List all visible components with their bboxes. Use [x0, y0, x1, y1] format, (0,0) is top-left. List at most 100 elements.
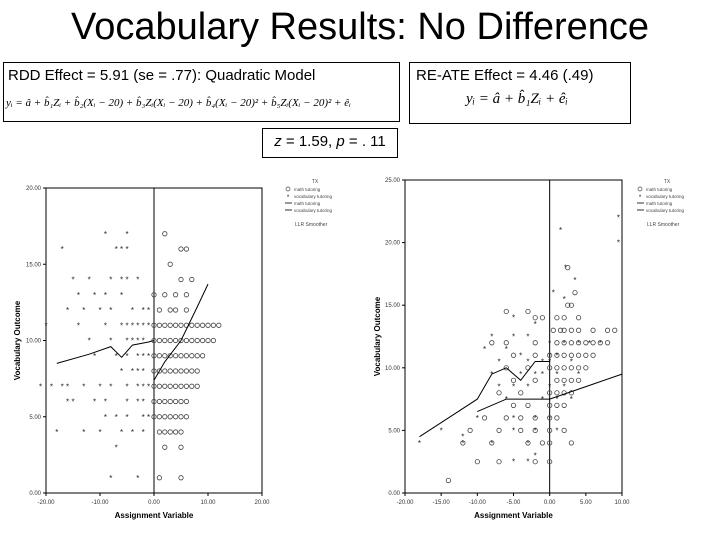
- left-vocab-point: *: [120, 321, 123, 330]
- right-y-tick-label: 20.00: [385, 241, 401, 247]
- left-x-axis-title: Assignment Variable: [115, 511, 194, 520]
- left-math-point: [173, 353, 179, 359]
- re-ate-effect-box: RE-ATE Effect = 4.46 (.49) yᵢ = â + b̂₁Z…: [409, 62, 631, 124]
- left-vocab-point: *: [125, 276, 128, 285]
- left-vocab-point: *: [104, 291, 107, 300]
- right-math-point: [510, 402, 517, 408]
- right-math-point: [576, 315, 582, 321]
- left-vocab-point: *: [44, 321, 47, 330]
- left-math-point: [167, 429, 173, 435]
- left-math-point: [194, 337, 200, 344]
- right-math-point: [532, 427, 538, 433]
- left-vocab-point: *: [82, 428, 85, 437]
- right-math-point: [568, 440, 574, 446]
- right-vocab-point: *: [490, 439, 493, 448]
- left-math-point: [194, 368, 200, 374]
- left-vocab-point: *: [66, 398, 69, 407]
- left-vocab-point: *: [77, 321, 80, 330]
- right-math-point: [561, 427, 567, 433]
- rdd-effect-label: RDD Effect = 5.91 (se = .77): Quadratic …: [8, 67, 316, 84]
- left-vocab-point: *: [125, 352, 128, 361]
- left-vocab-point: *: [104, 321, 107, 330]
- left-math-point: [189, 368, 195, 374]
- right-y-tick-label: 5.00: [388, 428, 400, 434]
- left-math-point: [162, 414, 168, 420]
- right-math-point: [489, 340, 495, 346]
- z-symbol: z: [274, 133, 282, 150]
- left-math-point: [178, 444, 184, 450]
- left-legend-circle-marker: [285, 186, 291, 192]
- rdd-scatter-chart: -20.00 -10.00 0.00 10.00 20.00 0.00 5.00 10.00 1…: [13, 179, 333, 520]
- left-math-point: [156, 475, 162, 481]
- left-math-point: [205, 337, 211, 344]
- left-math-point: [178, 383, 184, 389]
- right-math-point: [568, 365, 574, 371]
- right-math-point: [525, 308, 531, 315]
- right-legend-footer: LLR Smoother: [647, 222, 680, 228]
- right-x-tick-label: -5.00: [507, 500, 521, 506]
- right-vocab-point: *: [563, 295, 566, 304]
- right-vocab-point: *: [534, 451, 537, 460]
- right-math-point: [561, 352, 567, 358]
- left-vocab-point: *: [136, 474, 139, 483]
- left-vocab-point: *: [142, 337, 145, 346]
- left-vocab-point: *: [125, 413, 128, 422]
- left-math-point: [178, 414, 184, 420]
- left-vocab-point: *: [71, 276, 74, 285]
- right-math-point: [532, 352, 538, 358]
- left-math-point: [173, 429, 179, 435]
- right-x-tick-label: -20.00: [396, 500, 414, 506]
- left-math-point: [194, 322, 200, 328]
- left-vocab-point: *: [142, 352, 145, 361]
- right-math-point: [503, 308, 509, 315]
- left-math-point: [183, 292, 189, 298]
- right-math-point: [583, 340, 589, 346]
- right-vocab-point: *: [577, 370, 580, 379]
- left-math-point: [178, 276, 184, 283]
- left-vocab-point: *: [98, 428, 101, 437]
- left-vocab-point: *: [147, 321, 150, 330]
- left-math-point: [178, 353, 184, 359]
- left-vocab-point: *: [88, 337, 91, 346]
- left-vocab-point: *: [115, 352, 118, 361]
- right-legend-entry: math tutoring: [646, 201, 673, 206]
- left-vocab-point: *: [88, 276, 91, 285]
- left-vocab-point: *: [61, 382, 64, 391]
- left-y-tick-label: 20.00: [26, 186, 42, 192]
- right-math-point: [496, 390, 502, 396]
- left-vocab-point: *: [61, 245, 64, 254]
- left-vocab-point: *: [136, 276, 139, 285]
- left-math-point: [156, 337, 162, 344]
- left-math-point: [167, 307, 173, 313]
- right-math-point: [532, 315, 538, 321]
- right-vocab-point: *: [512, 333, 515, 342]
- left-math-point: [167, 383, 173, 389]
- left-y-tick-label: 0.00: [29, 491, 41, 497]
- left-vocab-point: *: [115, 413, 118, 422]
- left-math-point: [183, 337, 189, 344]
- right-vocab-point: *: [526, 358, 529, 367]
- right-vocab-point: *: [440, 426, 443, 435]
- z-value: = 1.59,: [281, 133, 337, 150]
- right-vocab-point: *: [555, 351, 558, 360]
- right-vocab-point: *: [526, 383, 529, 392]
- left-math-point: [167, 368, 173, 374]
- right-math-point: [554, 352, 560, 358]
- right-legend-star-marker: *: [639, 195, 642, 201]
- left-legend-footer: LLR Smoother: [295, 222, 328, 228]
- left-vocab-point: *: [142, 413, 145, 422]
- left-legend-header: TX: [312, 179, 319, 185]
- right-x-axis-title: Assignment Variable: [474, 511, 553, 520]
- right-vocab-point: *: [497, 358, 500, 367]
- left-legend-entry: vocabulary tutoring: [294, 208, 333, 213]
- right-vocab-point: *: [577, 339, 580, 348]
- right-math-point: [445, 477, 452, 484]
- left-math-point: [173, 292, 179, 298]
- left-x-tick-label: -20.00: [37, 500, 55, 506]
- left-math-point: [162, 337, 168, 344]
- right-vocab-point: *: [548, 339, 551, 348]
- right-math-point: [467, 427, 473, 433]
- left-x-tick-label: -10.00: [91, 500, 109, 506]
- left-math-point: [189, 337, 195, 344]
- right-math-point: [590, 327, 596, 333]
